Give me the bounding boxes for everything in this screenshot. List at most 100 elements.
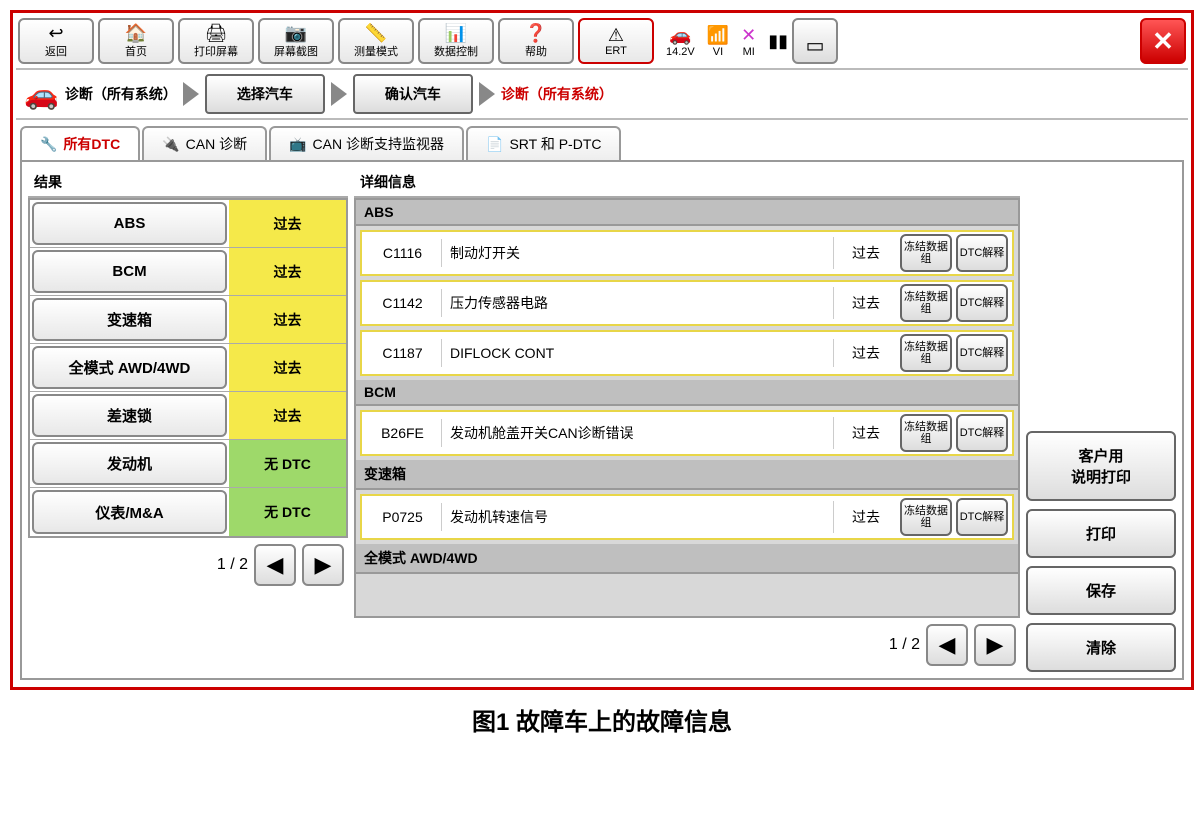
- dtc-interpret-button[interactable]: DTC解释: [956, 334, 1008, 372]
- dtc-code: P0725: [364, 503, 442, 531]
- system-button-1[interactable]: BCM: [32, 250, 227, 293]
- print-screen-button-icon: 🖨: [205, 24, 228, 42]
- side-actions: 客户用说明打印打印保存清除: [1026, 168, 1176, 672]
- tab-can-monitor[interactable]: 📺CAN 诊断支持监视器: [269, 126, 464, 160]
- top-toolbar: ↩返回🏠首页🖨打印屏幕📷屏幕截图📏测量模式📊数据控制❓帮助⚠ERT 🚗14.2V…: [16, 16, 1188, 66]
- arrow-icon: [479, 82, 495, 106]
- results-pager: 1 / 2 ◀ ▶: [28, 538, 348, 592]
- freeze-frame-button[interactable]: 冻结数据组: [900, 414, 952, 452]
- ert-button[interactable]: ⚠ERT: [578, 18, 654, 64]
- system-status-2: 过去: [229, 296, 346, 343]
- dtc-description: 发动机转速信号: [442, 501, 834, 533]
- group-header: 全模式 AWD/4WD: [356, 544, 1018, 574]
- tab-srt-pdtc-label: SRT 和 P-DTC: [509, 134, 601, 154]
- freeze-frame-button[interactable]: 冻结数据组: [900, 498, 952, 536]
- results-next-button[interactable]: ▶: [302, 544, 344, 586]
- detail-next-button[interactable]: ▶: [974, 624, 1016, 666]
- system-status-4: 过去: [229, 392, 346, 439]
- tab-can-monitor-label: CAN 诊断支持监视器: [313, 134, 444, 154]
- data-control-button[interactable]: 📊数据控制: [418, 18, 494, 64]
- dtc-status: 过去: [834, 417, 898, 449]
- group-header: 变速箱: [356, 460, 1018, 490]
- help-button-label: 帮助: [525, 43, 547, 59]
- tab-row: 🔧所有DTC 🔌 CAN 诊断 📺CAN 诊断支持监视器📄SRT 和 P-DTC: [16, 126, 1188, 160]
- results-prev-button[interactable]: ◀: [254, 544, 296, 586]
- dtc-interpret-button[interactable]: DTC解释: [956, 234, 1008, 272]
- breadcrumb-confirm-vehicle[interactable]: 确认汽车: [353, 74, 473, 114]
- clear-button[interactable]: 清除: [1026, 623, 1176, 672]
- group-header: BCM: [356, 380, 1018, 406]
- detail-prev-button[interactable]: ◀: [926, 624, 968, 666]
- dtc-interpret-button[interactable]: DTC解释: [956, 414, 1008, 452]
- detail-list: ABSC1116 制动灯开关 过去 冻结数据组 DTC解释C1142 压力传感器…: [354, 198, 1020, 618]
- help-button[interactable]: ❓帮助: [498, 18, 574, 64]
- data-control-button-label: 数据控制: [434, 43, 478, 59]
- system-button-6[interactable]: 仪表/M&A: [32, 490, 227, 534]
- breadcrumb-select-vehicle[interactable]: 选择汽车: [205, 74, 325, 114]
- app-frame: ↩返回🏠首页🖨打印屏幕📷屏幕截图📏测量模式📊数据控制❓帮助⚠ERT 🚗14.2V…: [10, 10, 1194, 690]
- breadcrumb-root: 诊断（所有系统）: [65, 84, 177, 104]
- arrow-icon: [183, 82, 199, 106]
- print-screen-button[interactable]: 🖨打印屏幕: [178, 18, 254, 64]
- mi-icon: ✕: [741, 25, 756, 46]
- freeze-frame-button[interactable]: 冻结数据组: [900, 334, 952, 372]
- dtc-interpret-button[interactable]: DTC解释: [956, 284, 1008, 322]
- print-screen-button-label: 打印屏幕: [194, 43, 238, 59]
- signal-icon: 📶: [707, 25, 729, 46]
- back-button[interactable]: ↩返回: [18, 18, 94, 64]
- tab-can-diag[interactable]: 🔌 CAN 诊断: [142, 126, 267, 160]
- tab-all-dtc[interactable]: 🔧所有DTC: [20, 126, 140, 160]
- minimize-button[interactable]: ▭: [792, 18, 838, 64]
- car-icon: 🚗: [24, 78, 59, 111]
- system-status-1: 过去: [229, 248, 346, 295]
- breadcrumb-row: 🚗 诊断（所有系统） 选择汽车 确认汽车 诊断（所有系统）: [16, 68, 1188, 120]
- dtc-interpret-button[interactable]: DTC解释: [956, 498, 1008, 536]
- home-button-label: 首页: [125, 43, 147, 59]
- system-row: BCM 过去: [30, 248, 346, 296]
- results-panel: 结果 ABS 过去BCM 过去变速箱 过去全模式 AWD/4WD 过去差速锁 过…: [28, 168, 348, 672]
- print-button[interactable]: 打印: [1026, 509, 1176, 558]
- save-button[interactable]: 保存: [1026, 566, 1176, 615]
- car-voltage-icon: 🚗: [669, 25, 691, 46]
- screenshot-button-icon: 📷: [285, 24, 307, 42]
- dtc-row: C1187 DIFLOCK CONT 过去 冻结数据组 DTC解释: [360, 330, 1014, 376]
- dtc-description: DIFLOCK CONT: [442, 339, 834, 367]
- system-row: 差速锁 过去: [30, 392, 346, 440]
- close-button[interactable]: ✕: [1140, 18, 1186, 64]
- ert-button-label: ERT: [605, 45, 627, 57]
- customer-print-button[interactable]: 客户用说明打印: [1026, 431, 1176, 501]
- freeze-frame-button[interactable]: 冻结数据组: [900, 234, 952, 272]
- system-row: 仪表/M&A 无 DTC: [30, 488, 346, 536]
- freeze-frame-button[interactable]: 冻结数据组: [900, 284, 952, 322]
- measure-mode-button[interactable]: 📏测量模式: [338, 18, 414, 64]
- system-button-4[interactable]: 差速锁: [32, 394, 227, 437]
- home-button[interactable]: 🏠首页: [98, 18, 174, 64]
- dtc-code: C1116: [364, 239, 442, 267]
- system-row: 全模式 AWD/4WD 过去: [30, 344, 346, 392]
- tab-can-diag-label: CAN 诊断: [186, 134, 247, 154]
- screenshot-button[interactable]: 📷屏幕截图: [258, 18, 334, 64]
- back-button-icon: ↩: [48, 24, 63, 42]
- system-button-2[interactable]: 变速箱: [32, 298, 227, 341]
- system-button-0[interactable]: ABS: [32, 202, 227, 245]
- back-button-label: 返回: [45, 43, 67, 59]
- home-button-icon: 🏠: [125, 24, 147, 42]
- system-button-3[interactable]: 全模式 AWD/4WD: [32, 346, 227, 389]
- status-area: 🚗14.2V 📶VI ✕MI ▮▮: [666, 25, 788, 58]
- help-button-icon: ❓: [525, 24, 547, 42]
- ert-button-icon: ⚠: [608, 26, 624, 44]
- dtc-code: C1142: [364, 289, 442, 317]
- tab-srt-pdtc[interactable]: 📄SRT 和 P-DTC: [466, 126, 621, 160]
- system-button-5[interactable]: 发动机: [32, 442, 227, 485]
- data-control-button-icon: 📊: [445, 24, 467, 42]
- system-status-6: 无 DTC: [229, 488, 346, 536]
- system-row: ABS 过去: [30, 200, 346, 248]
- tab-can-diag-icon: 🔌: [162, 136, 179, 153]
- system-status-5: 无 DTC: [229, 440, 346, 487]
- group-header: ABS: [356, 200, 1018, 226]
- figure-caption: 图1 故障车上的故障信息: [10, 702, 1194, 737]
- status-mi: ✕MI: [741, 25, 756, 58]
- right-area: 详细信息 ABSC1116 制动灯开关 过去 冻结数据组 DTC解释C1142 …: [354, 168, 1176, 672]
- detail-page-indicator: 1 / 2: [889, 636, 920, 654]
- system-status-3: 过去: [229, 344, 346, 391]
